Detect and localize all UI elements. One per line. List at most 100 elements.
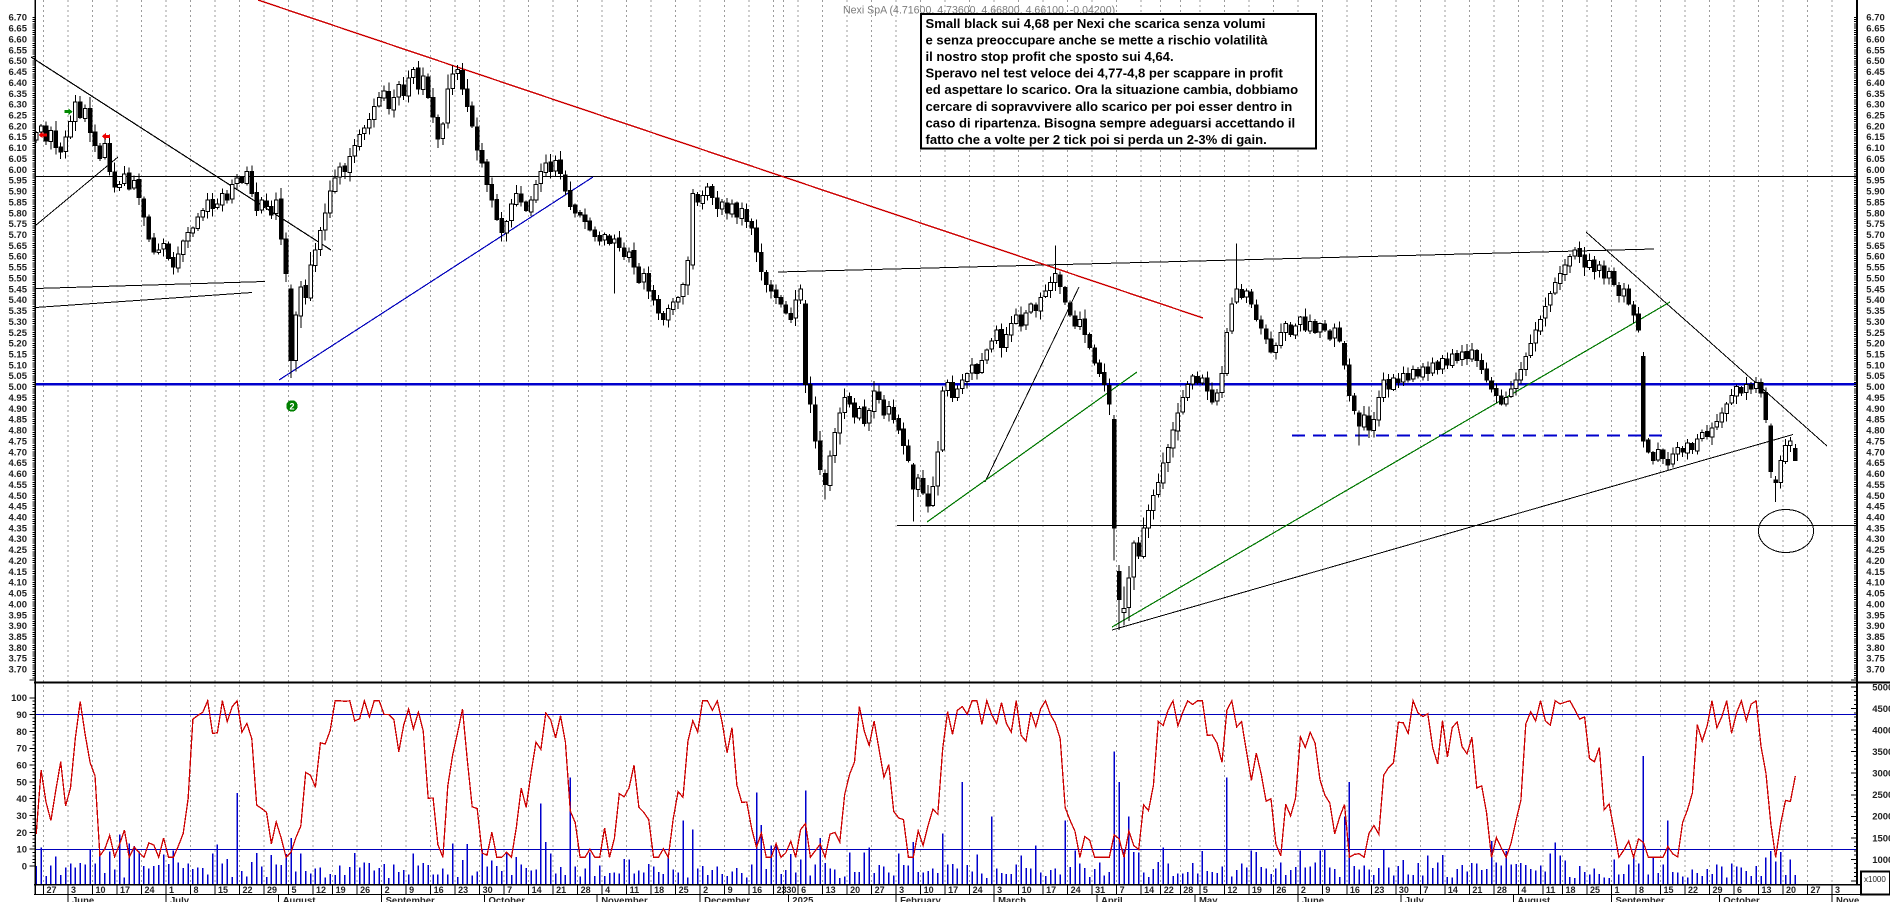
svg-text:21: 21 — [556, 885, 566, 895]
svg-text:Nove: Nove — [1836, 896, 1859, 902]
svg-text:5.50: 5.50 — [9, 274, 28, 285]
svg-text:5.75: 5.75 — [1866, 219, 1885, 230]
svg-text:6.00: 6.00 — [9, 165, 28, 176]
svg-text:17: 17 — [948, 885, 958, 895]
svg-text:3.85: 3.85 — [1866, 632, 1885, 643]
svg-text:20: 20 — [850, 885, 860, 895]
svg-text:45000: 45000 — [1872, 704, 1890, 715]
svg-text:25: 25 — [1590, 885, 1600, 895]
svg-text:24: 24 — [973, 885, 983, 895]
svg-text:29: 29 — [1713, 885, 1723, 895]
svg-text:20: 20 — [16, 828, 27, 839]
svg-text:17: 17 — [1046, 885, 1056, 895]
svg-text:4.45: 4.45 — [1866, 502, 1885, 513]
svg-text:July: July — [1405, 896, 1425, 902]
svg-text:caso di ripartenza. Bisogna se: caso di ripartenza. Bisogna sempre adegu… — [926, 115, 1296, 130]
svg-text:July: July — [170, 896, 190, 902]
svg-text:5.40: 5.40 — [9, 295, 28, 306]
svg-text:5.30: 5.30 — [9, 317, 28, 328]
svg-text:4.70: 4.70 — [1866, 447, 1885, 458]
svg-text:2: 2 — [289, 402, 294, 412]
svg-text:16: 16 — [752, 885, 762, 895]
svg-text:29: 29 — [267, 885, 277, 895]
svg-text:March: March — [998, 896, 1026, 902]
svg-text:5.10: 5.10 — [9, 360, 28, 371]
svg-text:4.20: 4.20 — [1866, 556, 1885, 567]
svg-text:4.90: 4.90 — [9, 404, 28, 415]
svg-text:5.65: 5.65 — [1866, 241, 1885, 252]
svg-text:7: 7 — [1120, 885, 1125, 895]
svg-text:6.45: 6.45 — [9, 67, 28, 78]
svg-text:5.70: 5.70 — [1866, 230, 1885, 241]
svg-text:6.60: 6.60 — [1866, 34, 1885, 45]
svg-text:14: 14 — [1144, 885, 1154, 895]
svg-text:17: 17 — [120, 885, 130, 895]
svg-text:24: 24 — [1071, 885, 1081, 895]
svg-text:6.30: 6.30 — [1866, 100, 1885, 111]
svg-text:5: 5 — [292, 885, 297, 895]
svg-text:5.60: 5.60 — [1866, 252, 1885, 263]
svg-text:9: 9 — [1325, 885, 1330, 895]
svg-text:6.50: 6.50 — [9, 56, 28, 67]
svg-text:4.40: 4.40 — [9, 513, 28, 524]
svg-text:4.20: 4.20 — [9, 556, 28, 567]
svg-text:x1000: x1000 — [1864, 875, 1886, 884]
svg-text:4.65: 4.65 — [9, 458, 28, 469]
svg-text:25: 25 — [679, 885, 689, 895]
svg-text:20000: 20000 — [1872, 812, 1890, 823]
svg-text:5.45: 5.45 — [1866, 284, 1885, 295]
svg-text:2: 2 — [703, 885, 708, 895]
svg-text:5.55: 5.55 — [9, 263, 28, 274]
svg-text:4.50: 4.50 — [1866, 491, 1885, 502]
svg-text:3.95: 3.95 — [9, 610, 28, 621]
svg-text:1: 1 — [1615, 885, 1620, 895]
svg-text:30: 30 — [1399, 885, 1409, 895]
svg-text:28: 28 — [1497, 885, 1507, 895]
svg-text:30: 30 — [786, 885, 796, 895]
svg-text:4.85: 4.85 — [1866, 415, 1885, 426]
svg-text:2: 2 — [385, 885, 390, 895]
svg-text:4.10: 4.10 — [1866, 578, 1885, 589]
svg-text:10: 10 — [1022, 885, 1032, 895]
svg-text:4.85: 4.85 — [9, 415, 28, 426]
svg-text:18: 18 — [654, 885, 664, 895]
svg-text:November: November — [601, 896, 648, 902]
svg-text:10000: 10000 — [1872, 855, 1890, 866]
svg-text:6.15: 6.15 — [9, 132, 28, 143]
svg-text:27: 27 — [1811, 885, 1821, 895]
svg-text:5.75: 5.75 — [9, 219, 28, 230]
svg-text:4.75: 4.75 — [9, 436, 28, 447]
svg-text:August: August — [283, 896, 317, 902]
svg-text:6.40: 6.40 — [1866, 78, 1885, 89]
svg-text:4.80: 4.80 — [9, 426, 28, 437]
svg-text:4.35: 4.35 — [9, 523, 28, 534]
svg-text:3.85: 3.85 — [9, 632, 28, 643]
svg-text:30: 30 — [483, 885, 493, 895]
svg-text:11: 11 — [1546, 885, 1556, 895]
svg-text:fatto che a volte per 2 tick p: fatto che a volte per 2 tick poi si perd… — [926, 132, 1267, 147]
svg-text:6: 6 — [801, 885, 806, 895]
svg-text:6.00: 6.00 — [1866, 165, 1885, 176]
svg-text:5.80: 5.80 — [9, 208, 28, 219]
svg-text:5.20: 5.20 — [1866, 339, 1885, 350]
svg-text:5.60: 5.60 — [9, 252, 28, 263]
svg-text:5.95: 5.95 — [1866, 176, 1885, 187]
svg-text:22: 22 — [1164, 885, 1174, 895]
svg-text:3: 3 — [71, 885, 76, 895]
svg-text:4.15: 4.15 — [1866, 567, 1885, 578]
svg-text:13: 13 — [826, 885, 836, 895]
svg-text:5.25: 5.25 — [1866, 328, 1885, 339]
svg-text:12: 12 — [316, 885, 326, 895]
svg-text:June: June — [72, 896, 94, 902]
svg-text:25000: 25000 — [1872, 790, 1890, 801]
svg-text:23: 23 — [1374, 885, 1384, 895]
svg-text:Speravo nel test veloce dei 4,: Speravo nel test veloce dei 4,77-4,8 per… — [926, 66, 1284, 81]
svg-text:27: 27 — [875, 885, 885, 895]
svg-text:5.90: 5.90 — [9, 187, 28, 198]
svg-text:5.55: 5.55 — [1866, 263, 1885, 274]
svg-text:6.60: 6.60 — [9, 34, 28, 45]
svg-text:3.95: 3.95 — [1866, 610, 1885, 621]
svg-text:16: 16 — [1350, 885, 1360, 895]
svg-text:3.90: 3.90 — [9, 621, 28, 632]
svg-text:5.35: 5.35 — [1866, 306, 1885, 317]
